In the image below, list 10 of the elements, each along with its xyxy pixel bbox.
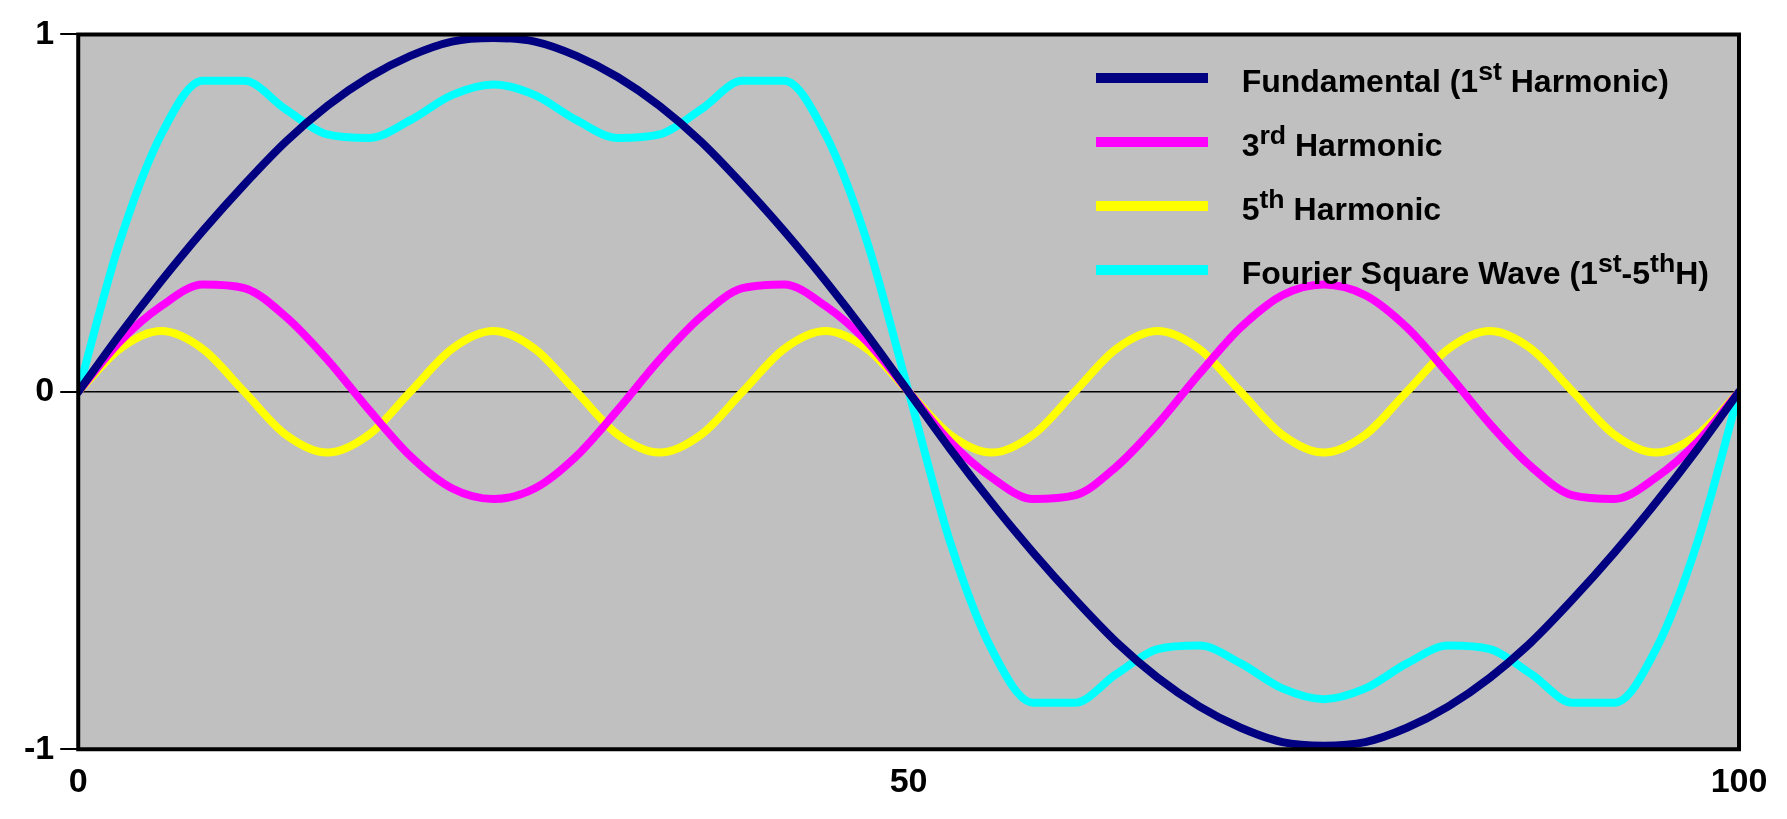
y-tick-label: -1 <box>24 727 55 766</box>
legend-label: 3$^{rd}$ Harmonic <box>1241 120 1443 164</box>
y-tick-label: 0 <box>35 370 55 409</box>
x-tick-label: 0 <box>68 760 88 799</box>
y-tick-label: 1 <box>35 12 55 51</box>
x-tick-label: 100 <box>1710 760 1768 799</box>
legend-label: 5$^{th}$ Harmonic <box>1241 184 1442 228</box>
x-tick-label: 50 <box>889 760 928 799</box>
legend-label: Fundamental (1$^{st}$ Harmonic) <box>1241 56 1669 100</box>
legend-label: Fourier Square Wave (1$^{st}$-5$^{th}$H) <box>1241 248 1709 292</box>
